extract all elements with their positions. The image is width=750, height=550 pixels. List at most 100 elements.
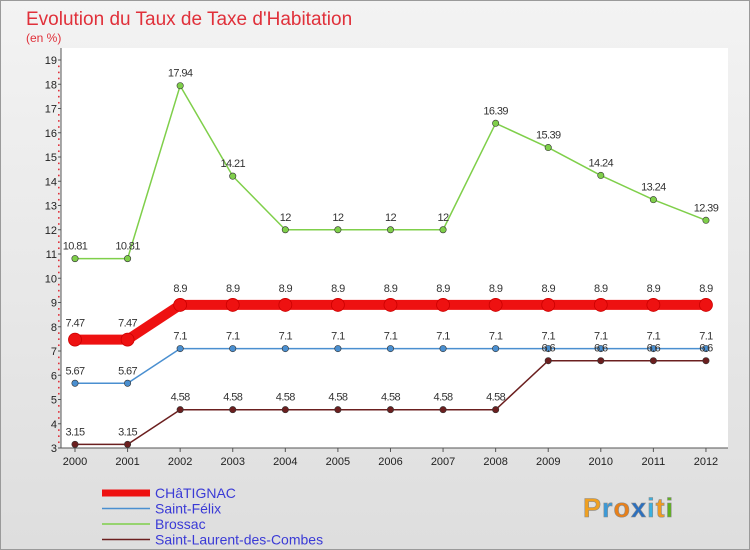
data-point	[649, 357, 657, 365]
data-label: 13.24	[641, 182, 666, 194]
data-point	[699, 298, 713, 312]
data-label: 7.1	[331, 331, 345, 343]
y-minor-dot	[58, 65, 60, 68]
data-label: 10.81	[115, 241, 140, 253]
data-point	[439, 345, 447, 353]
data-label: 8.9	[541, 283, 555, 295]
chart-subtitle: (en %)	[26, 31, 61, 45]
y-minor-dot	[58, 126, 60, 128]
x-tick-label: 2007	[431, 456, 455, 468]
y-minor-dot	[58, 101, 60, 104]
data-point	[544, 144, 552, 152]
logo-text: Proxiti	[583, 493, 674, 523]
data-point	[492, 406, 500, 414]
data-label: 12.39	[694, 202, 719, 214]
data-label: 12	[438, 212, 450, 224]
data-label: 3.15	[65, 426, 84, 438]
data-point	[702, 216, 710, 224]
y-tick-label: 17	[45, 104, 57, 116]
data-label: 8.9	[489, 283, 503, 295]
legend-label: Brossac	[155, 516, 206, 532]
y-minor-dot	[58, 192, 60, 195]
data-label: 6.6	[541, 343, 555, 355]
data-label: 7.1	[226, 331, 240, 343]
data-point	[597, 171, 605, 179]
data-point	[386, 406, 394, 414]
y-minor-dot	[58, 235, 60, 237]
y-minor-dot	[58, 271, 60, 274]
y-minor-dot	[58, 223, 60, 225]
y-minor-dot	[58, 89, 60, 92]
data-point	[334, 226, 342, 234]
data-point	[383, 298, 398, 312]
legend: CHâTIGNACSaint-FélixBrossacSaint-Laurent…	[102, 485, 323, 548]
data-label: 8.9	[699, 283, 713, 295]
data-label: 12	[385, 212, 397, 224]
y-minor-dot	[58, 114, 60, 116]
y-tick-label: 9	[51, 298, 57, 310]
y-minor-dot	[58, 168, 60, 171]
legend-label: CHâTIGNAC	[155, 485, 236, 501]
data-point	[120, 332, 135, 347]
data-point	[229, 172, 237, 180]
x-tick-label: 2010	[589, 456, 613, 468]
y-tick-label: 16	[45, 128, 57, 140]
data-point	[173, 298, 188, 312]
data-label: 8.9	[647, 283, 661, 295]
data-point	[386, 345, 394, 353]
data-point	[439, 226, 447, 234]
data-point	[281, 226, 289, 234]
proxiti-logo: Proxiti	[583, 493, 674, 524]
x-tick-label: 2001	[115, 456, 139, 468]
x-tick-label: 2002	[168, 456, 192, 468]
y-minor-dot	[58, 380, 60, 383]
data-point	[330, 298, 345, 312]
data-label: 4.58	[486, 392, 505, 404]
data-label: 6.6	[594, 343, 608, 355]
y-minor-dot	[58, 332, 60, 334]
y-minor-dot	[58, 338, 60, 340]
y-minor-dot	[58, 368, 60, 371]
logo-letter: r	[602, 493, 614, 523]
y-minor-dot	[58, 392, 60, 395]
series-layer	[68, 82, 713, 448]
data-point	[281, 406, 289, 414]
y-minor-dot	[58, 314, 60, 316]
data-label: 14.24	[589, 157, 614, 169]
y-minor-dot	[58, 441, 60, 444]
y-minor-dot	[58, 417, 60, 419]
data-point	[176, 82, 184, 90]
data-point	[229, 345, 237, 353]
data-label: 4.58	[223, 392, 242, 404]
y-minor-dot	[58, 95, 60, 98]
y-tick-label: 7	[51, 346, 57, 358]
x-tick-label: 2000	[63, 456, 87, 468]
x-tick-label: 2004	[273, 456, 297, 468]
y-minor-dot	[58, 265, 60, 268]
logo-letter: o	[614, 493, 632, 523]
data-point	[702, 357, 710, 365]
data-point	[544, 345, 552, 353]
data-label: 7.1	[384, 331, 398, 343]
data-label: 7.1	[173, 331, 187, 343]
data-point	[229, 406, 237, 414]
y-minor-dot	[58, 120, 60, 122]
x-tick-label: 2005	[326, 456, 350, 468]
data-labels: 10.81 10.81 17.94 14.21 12 12 12 12 16.39 15.39 14…	[63, 68, 720, 439]
data-label: 8.9	[173, 283, 187, 295]
data-point	[702, 345, 710, 353]
data-label: 12	[332, 212, 344, 224]
y-minor-dot	[58, 283, 60, 286]
x-tick-label: 2003	[220, 456, 244, 468]
data-label: 6.6	[699, 343, 713, 355]
data-point	[492, 345, 500, 353]
data-point	[71, 255, 79, 263]
y-minor-dot	[58, 259, 60, 262]
data-point	[278, 298, 293, 312]
y-minor-dot	[58, 241, 60, 243]
data-label: 8.9	[226, 283, 240, 295]
y-tick-label: 14	[45, 176, 57, 188]
x-tick-label: 2008	[483, 456, 507, 468]
y-minor-dot	[58, 217, 60, 219]
y-minor-dot	[58, 71, 60, 74]
